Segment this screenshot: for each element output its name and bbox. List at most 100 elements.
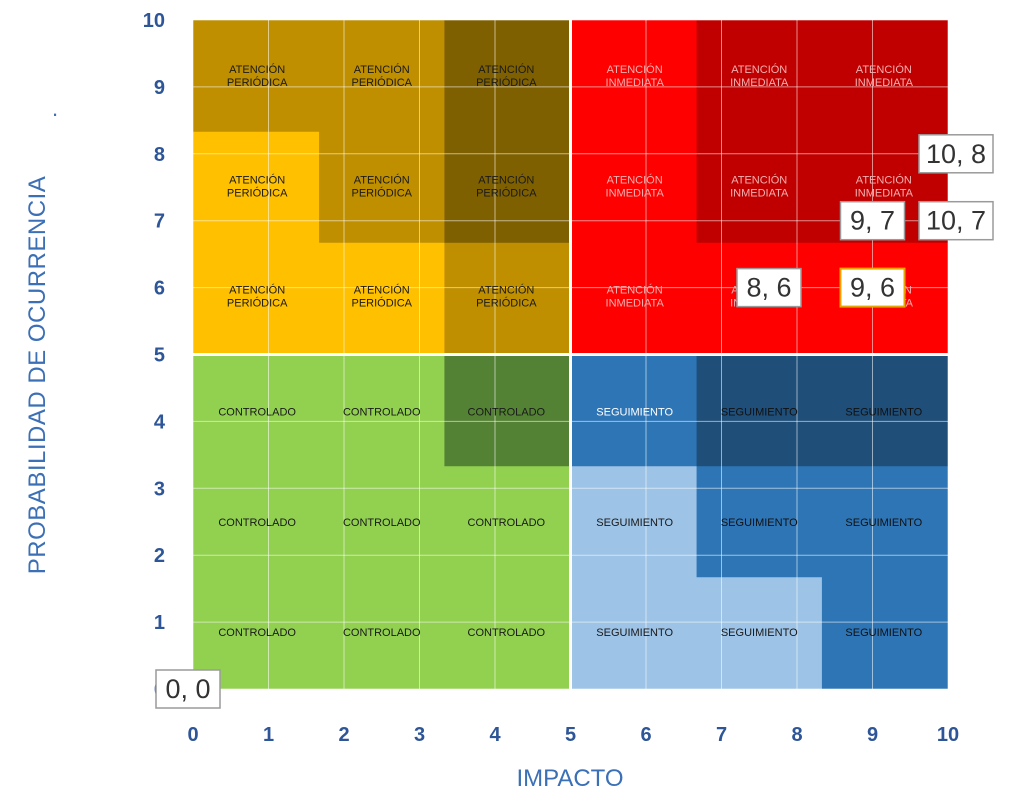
data-points: 10, 8 9, 7 10, 7 8, 6 9, 6 0, 0 [155, 134, 994, 709]
cell-label-inmediata: INMEDIATA [606, 187, 665, 199]
y-tick-label: 7 [154, 211, 165, 233]
data-point-box [155, 669, 221, 709]
data-point: 9, 7 [839, 200, 906, 241]
y-tick-label: 8 [154, 144, 165, 166]
cell-label-seguimiento: SEGUIMIENTO [596, 627, 673, 639]
data-point-box [736, 267, 802, 308]
cell-label-controlado: CONTROLADO [468, 517, 546, 529]
y-tick-label: 5 [154, 345, 165, 367]
x-tick-labels: 0 1 2 3 4 5 6 7 8 9 10 [187, 724, 959, 746]
data-point: 8, 6 [736, 267, 802, 308]
cell-label-controlado: CONTROLADO [343, 517, 421, 529]
x-tick-label: 2 [338, 724, 349, 746]
region-inmediata-dark [696, 20, 948, 243]
x-tick-label: 7 [716, 724, 727, 746]
cell-label-seguimiento: SEGUIMIENTO [721, 406, 798, 418]
region-seguimiento-dark [696, 354, 948, 467]
data-point-label: 10, 8 [926, 139, 986, 169]
data-point-label: 9, 6 [850, 273, 895, 303]
cell-label-periodica: PERIÓDICA [476, 186, 537, 199]
x-axis-label: IMPACTO [516, 765, 624, 792]
cell-label-periodica: ATENCIÓN [354, 284, 410, 297]
data-point: 10, 7 [918, 200, 994, 241]
cell-label-inmediata: INMEDIATA [606, 298, 665, 310]
x-tick-label: 5 [565, 724, 576, 746]
cell-label-controlado: CONTROLADO [343, 627, 421, 639]
x-tick-label: 4 [489, 724, 501, 746]
cell-label-periodica: ATENCIÓN [229, 63, 285, 76]
cell-label-seguimiento: SEGUIMIENTO [721, 517, 798, 529]
grid-lines [192, 19, 949, 690]
data-point-box [839, 267, 906, 308]
x-tick-label: 6 [640, 724, 651, 746]
region-seguimiento-light [570, 466, 822, 689]
cell-label-inmediata: ATENCIÓN [731, 173, 787, 186]
data-point-box [839, 200, 906, 241]
cell-label-seguimiento: SEGUIMIENTO [596, 517, 673, 529]
x-tick-label: 3 [414, 724, 425, 746]
cell-label-periodica: PERIÓDICA [351, 186, 412, 199]
data-point: 0, 0 [155, 669, 221, 709]
y-axis-label-wrap: PROBABILIDAD DE OCURRENCIA [18, 135, 58, 615]
data-point: 9, 6 [839, 267, 906, 308]
cell-label-controlado: CONTROLADO [468, 406, 546, 418]
region-controlado-dark [444, 354, 571, 467]
x-tick-label: 10 [937, 724, 959, 746]
y-tick-label: 9 [154, 77, 165, 99]
y-tick-label: 6 [154, 278, 165, 300]
cell-labels: CONTROLADOCONTROLADOCONTROLADOATENCIÓNPE… [218, 63, 922, 639]
cell-label-inmediata: INMEDIATA [730, 187, 789, 199]
cell-label-periodica: ATENCIÓN [229, 173, 285, 186]
cell-label-seguimiento: SEGUIMIENTO [845, 627, 922, 639]
y-axis-label: PROBABILIDAD DE OCURRENCIA [24, 175, 51, 575]
cell-label-periodica: PERIÓDICA [476, 297, 537, 310]
x-tick-label: 9 [867, 724, 878, 746]
cell-label-controlado: CONTROLADO [218, 517, 296, 529]
data-point-box [918, 134, 994, 174]
data-point: 10, 8 [918, 134, 994, 174]
cell-label-inmediata: ATENCIÓN [607, 284, 663, 297]
cell-label-inmediata: ATENCIÓN [856, 63, 912, 76]
cell-label-periodica: ATENCIÓN [478, 284, 534, 297]
cell-label-periodica: PERIÓDICA [351, 297, 412, 310]
risk-regions [193, 20, 948, 689]
cell-label-inmediata: INMEDIATA [730, 77, 789, 89]
cell-label-seguimiento: SEGUIMIENTO [596, 406, 673, 418]
cell-label-controlado: CONTROLADO [343, 406, 421, 418]
data-point-label: 10, 7 [926, 206, 986, 236]
cell-label-periodica: ATENCIÓN [354, 173, 410, 186]
cell-label-controlado: CONTROLADO [468, 627, 546, 639]
y-tick-label: 1 [154, 612, 165, 634]
cell-label-periodica: PERIÓDICA [227, 186, 288, 199]
cell-label-inmediata: INMEDIATA [606, 77, 665, 89]
cell-label-inmediata: ATENCIÓN [731, 63, 787, 76]
cell-label-seguimiento: SEGUIMIENTO [721, 627, 798, 639]
cell-label-inmediata: ATENCIÓN [607, 63, 663, 76]
y-tick-label: 4 [154, 411, 166, 433]
cell-label-inmediata: ATENCIÓN [607, 173, 663, 186]
x-tick-label: 8 [791, 724, 802, 746]
data-point-label: 8, 6 [746, 273, 791, 303]
cell-label-inmediata: INMEDIATA [855, 187, 914, 199]
cell-label-seguimiento: SEGUIMIENTO [845, 406, 922, 418]
cell-label-periodica: ATENCIÓN [229, 284, 285, 297]
x-tick-label: 0 [187, 724, 198, 746]
cell-label-periodica: PERIÓDICA [227, 297, 288, 310]
cell-label-seguimiento: SEGUIMIENTO [845, 517, 922, 529]
y-tick-label: 3 [154, 478, 165, 500]
cell-label-periodica: PERIÓDICA [476, 76, 537, 89]
y-tick-label: 10 [143, 10, 165, 32]
region-periodica-light [193, 131, 445, 355]
region-periodica-dark [444, 20, 571, 243]
cell-label-controlado: CONTROLADO [218, 627, 296, 639]
y-axis-label-suffix: . [52, 96, 59, 121]
y-tick-label: 2 [154, 545, 165, 567]
cell-label-inmediata: INMEDIATA [855, 77, 914, 89]
cell-label-periodica: PERIÓDICA [227, 76, 288, 89]
cell-label-inmediata: ATENCIÓN [856, 173, 912, 186]
cell-label-periodica: ATENCIÓN [478, 173, 534, 186]
data-point-box [918, 200, 994, 241]
x-tick-label: 1 [263, 724, 274, 746]
